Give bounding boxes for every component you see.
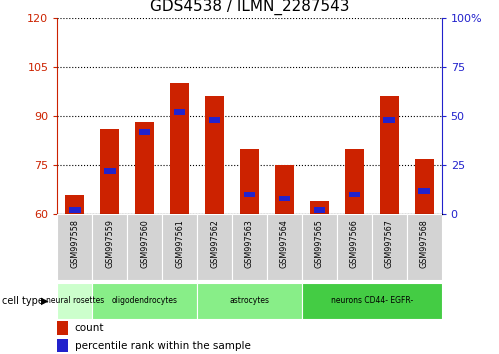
- Bar: [302, 283, 442, 319]
- Bar: [302, 214, 337, 280]
- Text: GSM997558: GSM997558: [70, 219, 79, 268]
- Text: percentile rank within the sample: percentile rank within the sample: [75, 341, 250, 350]
- Bar: [267, 214, 302, 280]
- Bar: [209, 117, 221, 123]
- Bar: [57, 214, 92, 280]
- Bar: [337, 214, 372, 280]
- Bar: [100, 129, 119, 214]
- Bar: [57, 321, 68, 335]
- Bar: [383, 117, 395, 123]
- Text: GSM997561: GSM997561: [175, 219, 184, 268]
- Bar: [372, 214, 407, 280]
- Title: GDS4538 / ILMN_2287543: GDS4538 / ILMN_2287543: [150, 0, 349, 15]
- Bar: [313, 207, 325, 213]
- Bar: [240, 149, 259, 214]
- Bar: [407, 214, 442, 280]
- Bar: [244, 192, 255, 198]
- Bar: [57, 339, 68, 352]
- Text: neurons CD44- EGFR-: neurons CD44- EGFR-: [331, 296, 413, 306]
- Bar: [348, 192, 360, 198]
- Bar: [418, 188, 430, 194]
- Bar: [139, 129, 151, 135]
- Bar: [310, 201, 329, 214]
- Text: astrocytes: astrocytes: [230, 296, 269, 306]
- Text: GSM997568: GSM997568: [420, 219, 429, 268]
- Bar: [197, 214, 232, 280]
- Text: GSM997562: GSM997562: [210, 219, 219, 268]
- Bar: [57, 283, 92, 319]
- Text: GSM997559: GSM997559: [105, 219, 114, 268]
- Text: neural rosettes: neural rosettes: [46, 296, 104, 306]
- Bar: [104, 168, 116, 174]
- Bar: [92, 214, 127, 280]
- Bar: [232, 214, 267, 280]
- Bar: [415, 159, 434, 214]
- Bar: [127, 214, 162, 280]
- Bar: [69, 207, 81, 213]
- Text: GSM997565: GSM997565: [315, 219, 324, 268]
- Bar: [65, 195, 84, 214]
- Bar: [278, 195, 290, 201]
- Bar: [275, 165, 294, 214]
- Bar: [197, 283, 302, 319]
- Text: cell type: cell type: [2, 296, 44, 306]
- Text: count: count: [75, 323, 104, 333]
- Bar: [205, 96, 224, 214]
- Text: oligodendrocytes: oligodendrocytes: [112, 296, 178, 306]
- Text: GSM997566: GSM997566: [350, 219, 359, 268]
- Bar: [174, 109, 186, 115]
- Text: GSM997563: GSM997563: [245, 219, 254, 268]
- Bar: [380, 96, 399, 214]
- Bar: [135, 122, 154, 214]
- Bar: [162, 214, 197, 280]
- Bar: [170, 83, 189, 214]
- Text: GSM997567: GSM997567: [385, 219, 394, 268]
- Text: GSM997560: GSM997560: [140, 219, 149, 268]
- Text: ▶: ▶: [41, 296, 49, 306]
- Bar: [92, 283, 197, 319]
- Bar: [345, 149, 364, 214]
- Text: GSM997564: GSM997564: [280, 219, 289, 268]
